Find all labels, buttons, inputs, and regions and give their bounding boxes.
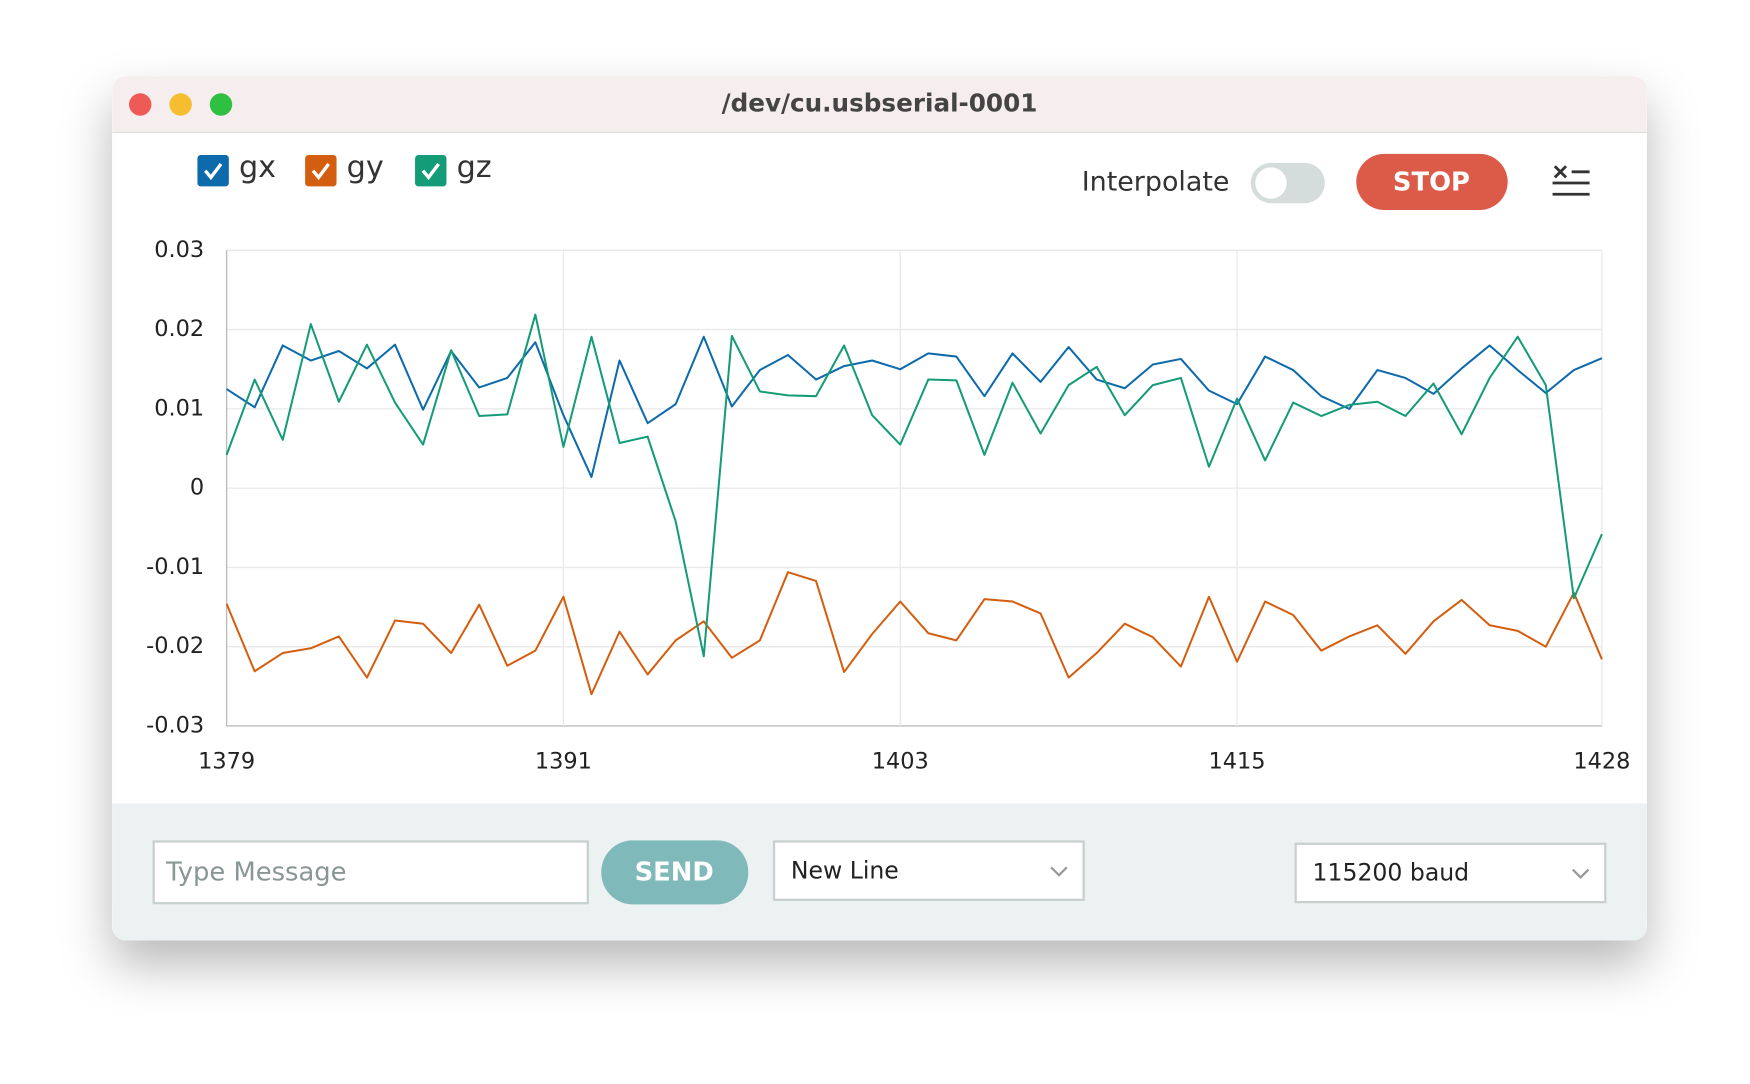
- message-placeholder: Type Message: [165, 857, 347, 887]
- line-ending-select[interactable]: [772, 840, 1085, 901]
- checkmark: [203, 162, 223, 181]
- baud-select[interactable]: [1294, 842, 1607, 904]
- interpolate-label: Interpolate: [1082, 167, 1230, 198]
- checkmark: [311, 162, 331, 181]
- dropdown-arrow: [1571, 868, 1590, 880]
- y-tick-label: 0.01: [154, 395, 204, 421]
- title-bar: [112, 76, 1647, 133]
- x-tick-label: 1391: [535, 748, 592, 774]
- legend-label: gy: [347, 150, 384, 185]
- x-tick-label: 1428: [1573, 748, 1630, 774]
- minimize-button[interactable]: [169, 93, 192, 116]
- window: [112, 76, 1647, 941]
- toggle-knob: [1255, 167, 1287, 199]
- legend-label: gx: [239, 150, 276, 185]
- stop-label: STOP: [1393, 168, 1470, 198]
- message-input[interactable]: [152, 840, 589, 905]
- legend-checkbox[interactable]: [415, 154, 447, 187]
- legend-checkbox[interactable]: [305, 154, 337, 187]
- baud-label: 115200 baud: [1313, 859, 1470, 887]
- close-button[interactable]: [129, 93, 152, 116]
- dropdown-arrow: [1050, 866, 1068, 877]
- y-tick-label: 0.03: [154, 237, 204, 263]
- y-tick-label: -0.01: [146, 554, 204, 580]
- zoom-button[interactable]: [209, 93, 233, 116]
- x-tick-label: 1379: [198, 748, 255, 774]
- legend-checkbox[interactable]: [197, 154, 229, 187]
- y-tick-label: 0: [190, 475, 204, 501]
- series-line: [226, 335, 1603, 479]
- x-tick-label: 1415: [1209, 748, 1266, 774]
- checkmark: [421, 162, 440, 181]
- series-line: [225, 313, 1603, 658]
- legend-label: gz: [457, 150, 492, 185]
- y-tick-label: -0.02: [146, 633, 204, 659]
- clear-icon[interactable]: [1552, 165, 1590, 196]
- stop-button[interactable]: [1356, 153, 1508, 210]
- line-ending-label: New Line: [791, 856, 899, 884]
- send-label: SEND: [635, 857, 714, 887]
- series-line: [225, 571, 1603, 696]
- y-tick-label: -0.03: [146, 712, 204, 738]
- y-tick-label: 0.02: [154, 316, 204, 342]
- send-button[interactable]: [601, 840, 749, 905]
- x-tick-label: 1403: [872, 748, 929, 774]
- window-title: /dev/cu.usbserial-0001: [722, 89, 1038, 118]
